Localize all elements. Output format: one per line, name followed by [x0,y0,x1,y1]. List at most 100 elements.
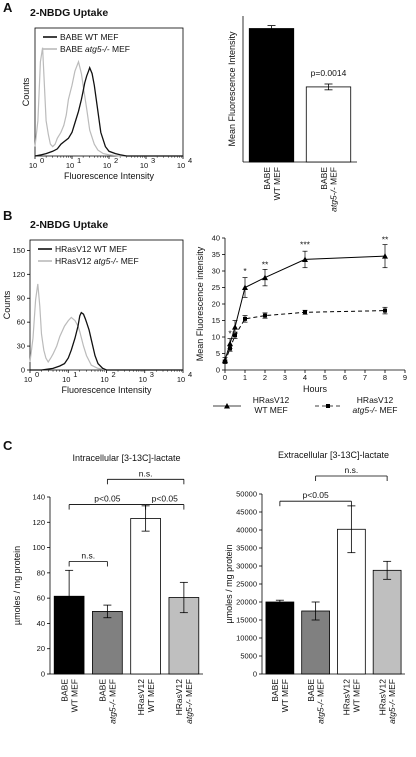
data-point-square [243,316,247,321]
y-tick-label: 45000 [236,508,257,517]
category-label: WT MEF [280,679,290,712]
x-axis-label: Fluorescence Intensity [61,385,152,395]
significance-label: n.s. [139,468,153,478]
x-tick-label: 2 [263,373,267,382]
chart-title: Extracellular [3-13C]-lactate [278,450,389,460]
y-axis-label: Counts [21,77,31,106]
category-label: BABE [262,167,272,190]
histogram-series-line [30,311,183,371]
x-tick-exponent: 2 [114,156,118,165]
data-point-square [223,359,227,364]
category-label: HRasV12 [136,679,146,716]
legend-marker-square [326,404,330,408]
category-label: WT MEF [69,679,79,712]
histogram-series-line [34,47,183,157]
category-label: WT MEF [146,679,156,712]
category-label: BABE [98,679,108,702]
y-tick-label: 25 [212,283,220,292]
y-tick-label: 100 [32,543,45,552]
bar [130,518,161,675]
x-tick-label: 6 [343,373,347,382]
x-axis-label: Hours [303,384,328,394]
y-tick-label: 20000 [236,598,257,607]
legend-label: BABE WT MEF [60,32,118,42]
legend-label: atg5-/- MEF [353,405,398,415]
category-label: WT MEF [272,167,282,200]
x-tick-label: 4 [303,373,307,382]
legend-marker-triangle [224,403,230,409]
chart-b-timecourse: 0 1 2 3 4 5 6 7 8 9 0 5 10 15 20 25 30 35 40 Hours Mean Fluo… [195,234,407,416]
legend-label: HRasV12 WT MEF [55,244,127,254]
p-value-annotation: p=0.0014 [311,68,347,78]
significance-label: n.s. [345,465,359,475]
histogram-series-line [29,283,183,371]
x-tick-label: 10 [139,375,147,384]
data-point-square [263,313,267,318]
x-tick-label: 10 [103,161,111,170]
legend-label: HRasV12 [253,395,290,405]
x-tick-label: 9 [403,373,407,382]
category-label: BABE [319,167,329,190]
data-point-square [228,346,232,351]
significance-marker: * [228,329,232,339]
x-tick-label: 10 [24,375,32,384]
x-tick-exponent: 3 [151,156,155,165]
y-tick-label: 35000 [236,544,257,553]
significance-label: p<0.05 [152,494,179,504]
panel-letter-a: A [3,0,13,15]
significance-label: p<0.05 [94,494,121,504]
y-tick-label: 20 [37,644,45,653]
category-label: HRasV12 [174,679,184,716]
significance-label: p<0.05 [303,490,330,500]
x-tick-exponent: 4 [188,370,192,379]
chart-title: Intracellular [3-13C]-lactate [72,453,180,463]
category-label: HRasV12 [377,679,387,716]
significance-marker: *** [300,240,311,250]
y-tick-label: 30 [212,267,220,276]
y-tick-label: 5 [216,349,220,358]
data-point-triangle [382,253,388,259]
x-tick-exponent: 0 [40,156,44,165]
y-axis-label: Counts [2,290,12,319]
category-label: HRasV12 [342,679,352,716]
y-tick-label: 50000 [236,490,257,499]
data-point-triangle [227,340,233,347]
data-point-triangle [242,284,248,290]
y-tick-label: 10000 [236,634,257,643]
x-tick-label: 1 [243,373,247,382]
y-tick-label: 0 [216,366,220,375]
x-tick-label: 10 [29,161,37,170]
bar [265,601,295,675]
chart-c-extracellular: 0 5000 10000 15000 20000 25000 30000 35000 40000… [224,450,405,724]
y-tick-label: 35 [212,250,220,259]
y-tick-label: 0 [253,670,257,679]
y-tick-label: 60 [37,594,45,603]
x-tick-label: 10 [177,375,185,384]
series-line [224,255,386,361]
x-tick-label: 10 [177,161,185,170]
x-tick-exponent: 2 [112,370,116,379]
category-label: BABE [270,679,280,702]
legend-label: HRasV12 [357,395,394,405]
x-tick-exponent: 1 [73,370,77,379]
x-tick-exponent: 4 [188,156,192,165]
category-label: BABE [59,679,69,702]
y-tick-label: 30000 [236,562,257,571]
legend-label: WT MEF [254,405,287,415]
x-tick-label: 8 [383,373,387,382]
series-line [224,310,386,362]
significance-label: n.s. [81,550,95,560]
histogram-series-line [34,65,183,157]
y-tick-label: 0 [41,670,45,679]
data-point-square [233,333,237,338]
x-tick-label: 10 [66,161,74,170]
y-tick-label: 25000 [236,580,257,589]
bar [248,28,295,163]
bar [372,569,402,675]
y-tick-label: 150 [12,246,25,255]
legend-label: HRasV12 atg5-/- MEF [55,256,139,266]
x-tick-exponent: 1 [77,156,81,165]
